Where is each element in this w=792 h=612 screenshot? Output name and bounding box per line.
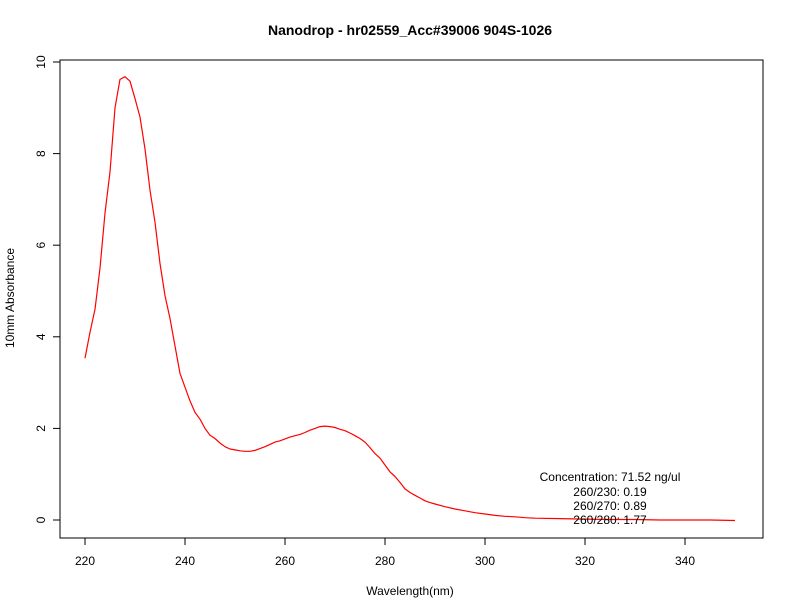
x-axis: 220 240 260 280 300 320 340 [75,538,695,568]
ratio-260-230-annotation: 260/230: 0.19 [573,485,647,499]
x-tick-label: 280 [375,554,395,568]
y-tick-label: 0 [34,516,48,523]
y-tick-label: 2 [34,425,48,432]
chart-title: Nanodrop - hr02559_Acc#39006 904S-1026 [268,22,552,38]
y-axis: 0 2 4 6 8 10 [34,55,60,523]
y-tick-label: 8 [34,150,48,157]
absorbance-series-line [84,76,736,522]
x-axis-label: Wavelength(nm) [366,584,454,598]
x-tick-label: 300 [475,554,495,568]
series-layer [84,76,736,522]
plot-frame [59,59,764,539]
x-tick-label: 320 [575,554,595,568]
y-tick-label: 4 [34,333,48,340]
concentration-annotation: Concentration: 71.52 ng/ul [540,470,681,484]
y-axis-label: 10mm Absorbance [3,248,17,348]
y-tick-label: 6 [34,242,48,249]
x-tick-label: 340 [675,554,695,568]
ratio-260-280-annotation: 260/280: 1.77 [573,513,647,527]
x-tick-label: 240 [175,554,195,568]
x-tick-label: 220 [75,554,95,568]
y-tick-label: 10 [34,55,48,69]
ratio-260-270-annotation: 260/270: 0.89 [573,499,647,513]
x-tick-label: 260 [275,554,295,568]
